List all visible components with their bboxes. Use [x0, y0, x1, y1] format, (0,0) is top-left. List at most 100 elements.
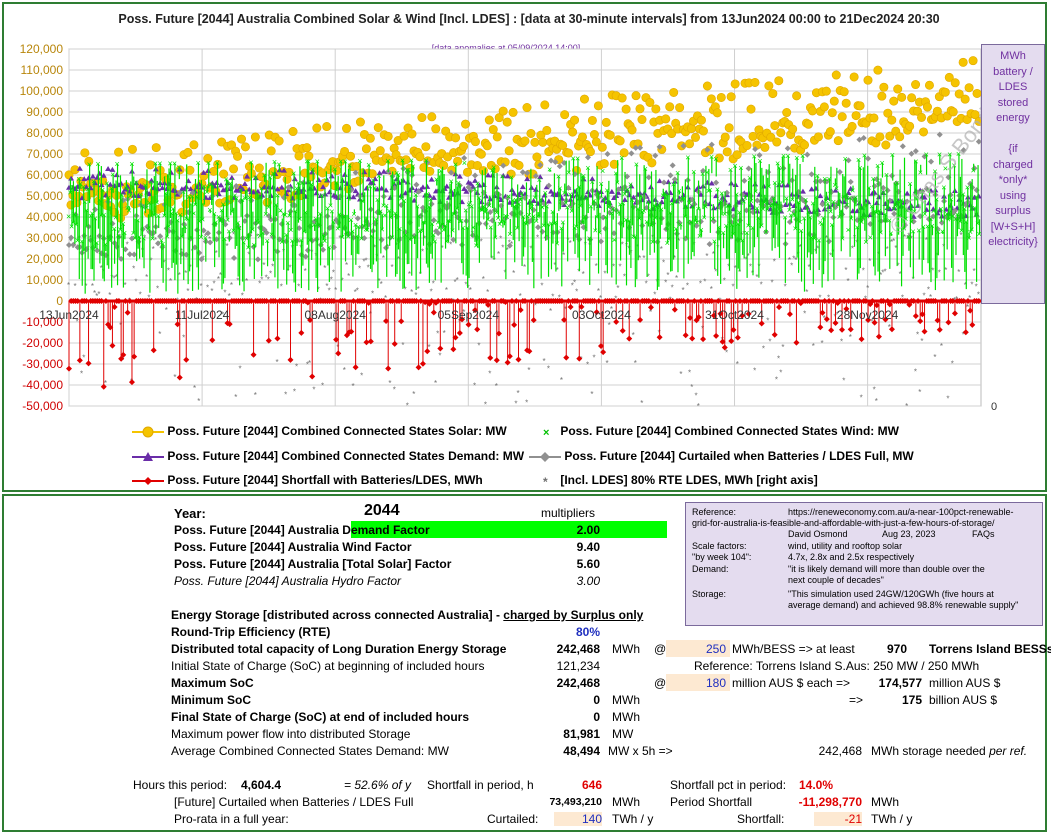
ldes-point: *	[632, 331, 635, 340]
ldes-point: *	[462, 308, 465, 317]
demand-point	[372, 176, 379, 182]
solar-point	[960, 94, 970, 104]
solar-point	[724, 123, 734, 133]
torrens-ref: Reference: Torrens Island S.Aus: 250 MW …	[694, 659, 980, 673]
ldes-point: *	[664, 279, 667, 288]
solar-point	[459, 141, 469, 151]
ldes-point: *	[786, 231, 789, 240]
scale-label: Scale factors:	[692, 541, 747, 551]
demand-point	[118, 180, 125, 186]
solar-point	[520, 136, 530, 146]
ldes-point: *	[879, 271, 882, 280]
ldes-point: *	[69, 237, 72, 246]
solar-point	[877, 91, 887, 101]
solar-point	[560, 110, 570, 120]
solar-point	[863, 75, 873, 85]
y-right-tick-label: 0	[991, 401, 997, 413]
solar-point	[792, 91, 802, 101]
ldes-point: *	[744, 256, 747, 265]
solar-point	[750, 77, 760, 87]
min-soc-label: Minimum SoC	[171, 693, 251, 707]
solar-point	[691, 132, 701, 142]
ref-faqs[interactable]: FAQs	[972, 529, 995, 539]
solar-point	[431, 124, 441, 134]
demand-point	[376, 170, 383, 176]
ldes-point: *	[473, 382, 476, 391]
ldes-point: *	[771, 279, 774, 288]
ldes-point: *	[204, 233, 207, 242]
x-tick-label: 11Jul2024	[175, 308, 230, 322]
side-note-line: battery /	[993, 65, 1033, 78]
ldes-point: *	[419, 270, 422, 279]
demand-point	[537, 174, 544, 180]
solar-point	[883, 108, 893, 118]
ldes-point: *	[147, 293, 150, 302]
ldes-point: *	[126, 241, 129, 250]
cost-each-value[interactable]: 180	[705, 676, 726, 690]
ldes-point: *	[115, 273, 118, 282]
bess-size-value[interactable]: 250	[705, 642, 726, 656]
ldes-point: *	[354, 288, 357, 297]
solar-point	[706, 94, 716, 104]
ldes-point: *	[302, 300, 305, 309]
ldes-point: *	[621, 241, 624, 250]
demand-point	[209, 180, 216, 186]
rte-value: 80%	[575, 625, 600, 639]
solar-point	[932, 106, 942, 116]
chart-panel: Poss. Future [2044] Australia Combined S…	[2, 2, 1047, 492]
ldes-point: *	[862, 267, 865, 276]
curtailed-label: [Future] Curtailed when Batteries / LDES…	[174, 795, 414, 809]
solar-factor-label: Poss. Future [2044] Australia [Total Sol…	[174, 557, 452, 571]
year-label: Year:	[174, 506, 206, 521]
solar-point	[726, 92, 736, 102]
ldes-point: *	[438, 351, 441, 360]
ldes-point: *	[807, 263, 810, 272]
x-tick-label: 08Aug2024	[305, 308, 367, 322]
chart-svg: Poss. Future [2044] Australia Combined S…	[20, 12, 1032, 413]
ldes-point: *	[892, 237, 895, 246]
solar-point	[970, 110, 980, 120]
hours-label: Hours this period:	[133, 778, 228, 792]
demand-point	[658, 199, 665, 205]
solar-point	[712, 108, 722, 118]
solar-point	[873, 65, 883, 75]
x-tick-label: 28Nov2024	[837, 308, 899, 322]
ldes-point: *	[145, 273, 148, 282]
solar-point	[841, 98, 851, 108]
side-note-line: [W+S+H]	[990, 220, 1036, 233]
ldes-point: *	[232, 230, 235, 239]
ldes-point: *	[764, 300, 767, 309]
ldes-point: *	[436, 330, 439, 339]
side-note-line: electricity}	[988, 236, 1038, 248]
solar-point	[476, 149, 486, 159]
demand-point	[756, 191, 763, 197]
y-tick-label: -20,000	[22, 336, 63, 350]
solar-point	[233, 151, 243, 161]
reference-box: Reference: https://reneweconomy.com.au/a…	[685, 502, 1043, 626]
ldes-point: *	[818, 294, 821, 303]
ldes-point: *	[384, 294, 387, 303]
solar-point	[599, 159, 609, 169]
pct-year: = 52.6% of y	[344, 778, 412, 792]
y-tick-label: 10,000	[26, 273, 63, 287]
ldes-point: *	[705, 252, 708, 261]
ldes-point: *	[612, 263, 615, 272]
solar-point	[304, 151, 314, 161]
ldes-point: *	[371, 289, 374, 298]
solar-point	[635, 104, 645, 114]
ldes-point: *	[964, 281, 967, 290]
ref-url-2: grid-for-australia-is-feasible-and-affor…	[692, 518, 995, 528]
ldes-point: *	[328, 287, 331, 296]
curtailed-year-unit: TWh / y	[612, 812, 654, 826]
ldes-point: *	[378, 277, 381, 286]
ldes-point: *	[165, 306, 168, 315]
solar-point	[788, 124, 798, 134]
ldes-point: *	[805, 288, 808, 297]
ldes-point: *	[660, 245, 663, 254]
ldes-point: *	[80, 369, 83, 378]
ldes-point: *	[597, 287, 600, 296]
solar-point	[768, 89, 778, 99]
ldes-point: *	[74, 282, 77, 291]
solar-point	[716, 92, 726, 102]
ldes-point: *	[482, 275, 485, 284]
